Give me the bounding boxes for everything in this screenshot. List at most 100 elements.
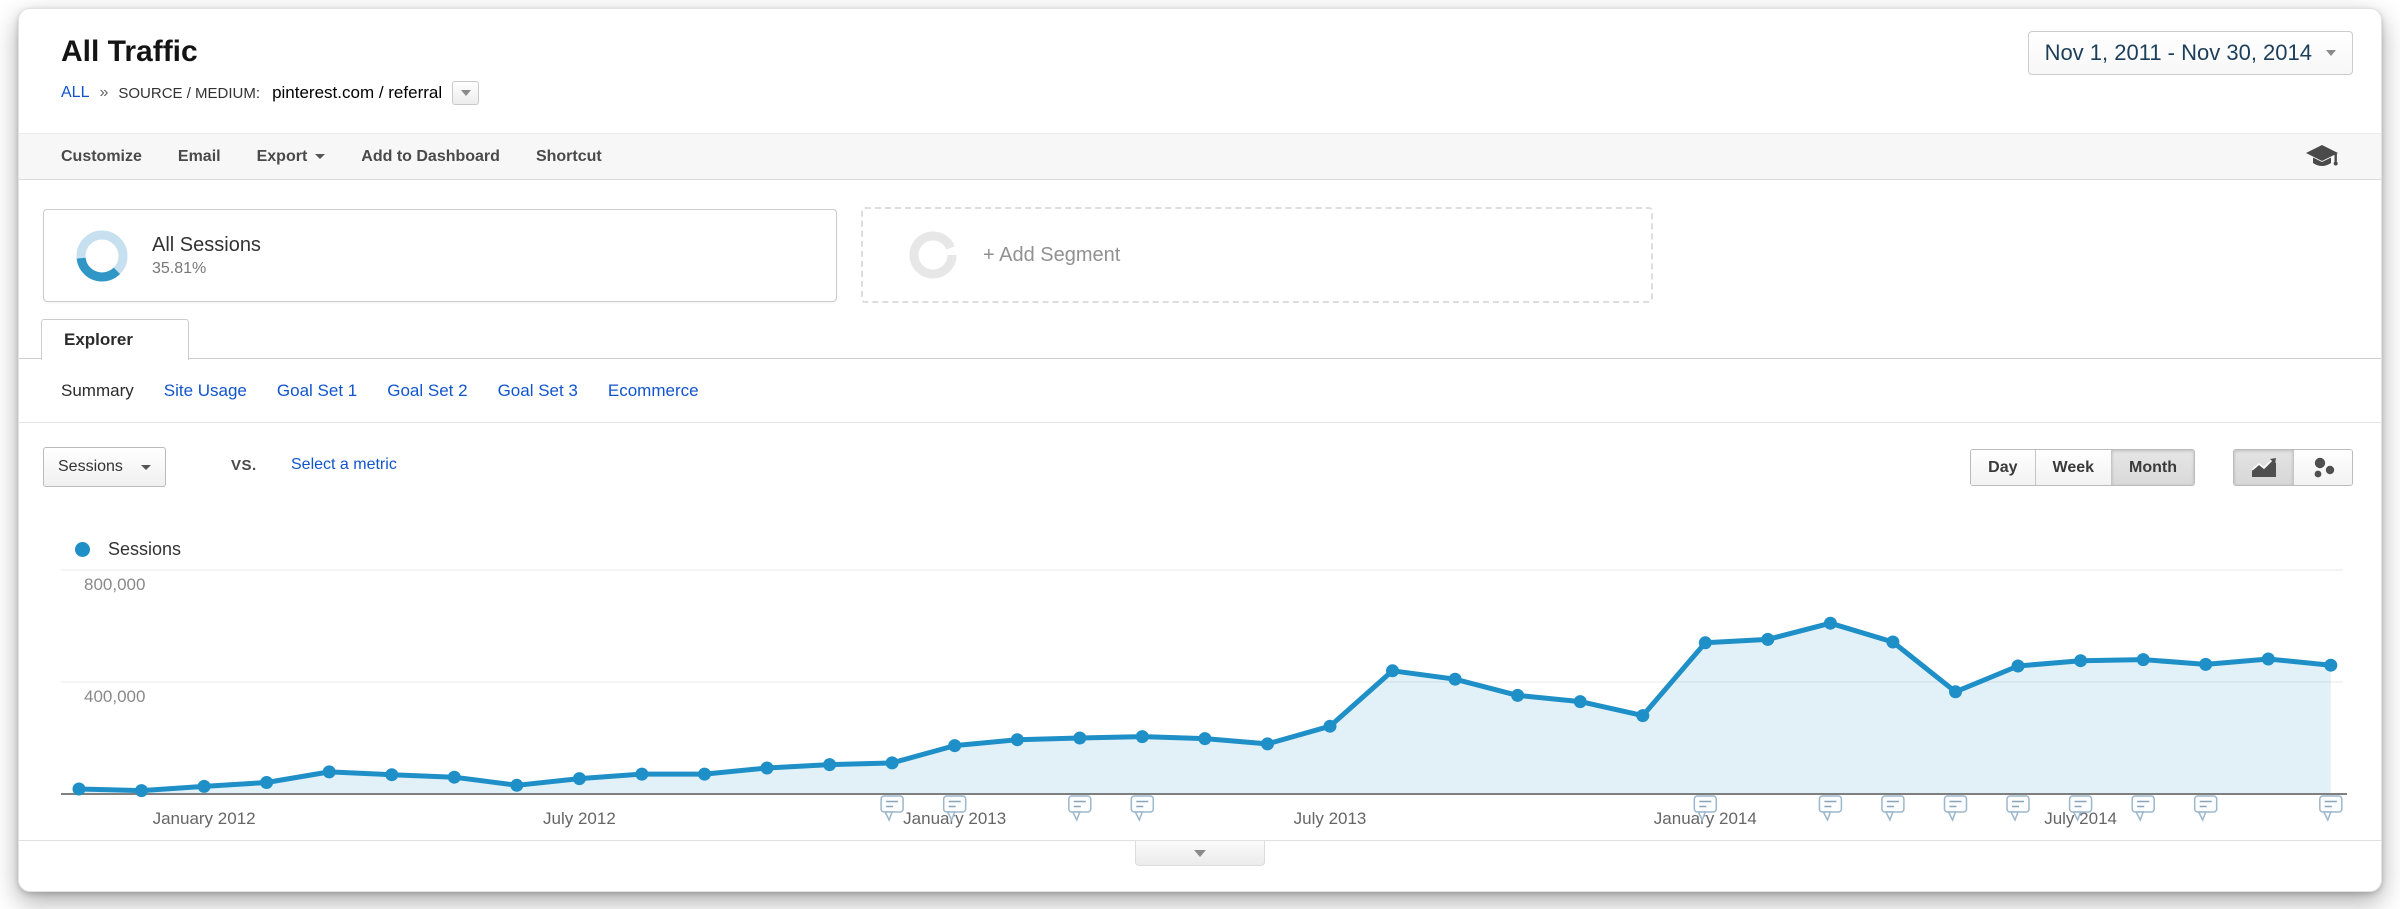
data-point[interactable]: [1261, 737, 1274, 751]
tab-explorer[interactable]: Explorer: [41, 319, 189, 360]
chevron-down-icon: [315, 154, 326, 159]
subnav-site-usage[interactable]: Site Usage: [163, 380, 247, 400]
granularity-day-button[interactable]: Day: [1971, 450, 2035, 485]
email-button[interactable]: Email: [177, 147, 221, 165]
data-point[interactable]: [1323, 719, 1337, 733]
page-title: All Traffic: [61, 35, 198, 68]
granularity-month-button[interactable]: Month: [2111, 450, 2194, 485]
breadcrumb-dimension-value: pinterest.com / referral: [272, 83, 443, 102]
data-point[interactable]: [760, 761, 774, 775]
add-to-dashboard-button[interactable]: Add to Dashboard: [361, 147, 500, 165]
subnav-goal-set-1[interactable]: Goal Set 1: [276, 380, 358, 400]
breadcrumb-dropdown-button[interactable]: [452, 81, 480, 105]
data-point[interactable]: [260, 776, 274, 789]
data-point[interactable]: [948, 739, 962, 753]
motion-chart-icon: [2314, 457, 2335, 477]
breadcrumb-dimension-label: SOURCE / MEDIUM:: [118, 84, 261, 102]
x-axis-label: January 2013: [903, 809, 1006, 828]
add-segment-slot[interactable]: + Add Segment: [861, 207, 1653, 303]
chart-legend: Sessions: [75, 539, 181, 560]
breadcrumb: ALL » SOURCE / MEDIUM: pinterest.com / r…: [61, 81, 480, 105]
granularity-week-button[interactable]: Week: [2034, 450, 2112, 485]
annotation-marker[interactable]: [1943, 795, 1968, 822]
export-button[interactable]: Export: [257, 148, 326, 166]
data-point[interactable]: [1573, 695, 1587, 709]
data-point[interactable]: [823, 758, 837, 772]
annotation-marker[interactable]: [1068, 795, 1092, 822]
data-point[interactable]: [1761, 632, 1775, 646]
select-metric-link[interactable]: Select a metric: [291, 456, 397, 473]
annotation-marker[interactable]: [880, 795, 904, 822]
granularity-toggle: Day Week Month: [1970, 449, 2195, 486]
data-point[interactable]: [72, 782, 86, 796]
sessions-chart: 800,000 400,000 January 2012 July 2012 Janua…: [61, 569, 2347, 828]
data-point[interactable]: [572, 772, 586, 786]
annotation-marker[interactable]: [2319, 795, 2343, 822]
annotation-marker[interactable]: [1881, 795, 1905, 822]
y-axis-label: 800,000: [84, 575, 145, 594]
data-point[interactable]: [2074, 654, 2088, 668]
data-point[interactable]: [1448, 672, 1462, 686]
data-point[interactable]: [197, 779, 211, 793]
data-point[interactable]: [2324, 658, 2338, 672]
chevron-down-icon: [2326, 50, 2336, 56]
data-point[interactable]: [1823, 616, 1837, 630]
data-point[interactable]: [1073, 731, 1087, 745]
collapse-annotations-button[interactable]: [1135, 841, 1265, 866]
annotation-marker[interactable]: [1818, 795, 1843, 822]
data-point[interactable]: [1010, 733, 1024, 747]
segment-name: All Sessions: [152, 233, 261, 256]
breadcrumb-all-link[interactable]: ALL: [61, 84, 90, 101]
analytics-report-window: All Traffic ALL » SOURCE / MEDIUM: pinte…: [18, 8, 2382, 892]
annotation-marker[interactable]: [942, 795, 967, 822]
data-point[interactable]: [322, 765, 336, 779]
date-range-text: Nov 1, 2011 - Nov 30, 2014: [2044, 40, 2312, 65]
x-axis-label: July 2013: [1294, 809, 1367, 828]
legend-label: Sessions: [108, 539, 182, 559]
data-point[interactable]: [698, 767, 711, 781]
data-point[interactable]: [1511, 688, 1525, 702]
date-range-selector[interactable]: Nov 1, 2011 - Nov 30, 2014: [2027, 31, 2353, 75]
subnav-goal-set-2[interactable]: Goal Set 2: [387, 380, 468, 400]
data-point[interactable]: [1198, 732, 1212, 746]
metric-dropdown[interactable]: Sessions: [43, 447, 166, 487]
segment-card-all-sessions[interactable]: All Sessions 35.81%: [43, 209, 837, 302]
data-point[interactable]: [135, 784, 148, 798]
data-point[interactable]: [1386, 664, 1399, 678]
tab-divider: [19, 358, 2381, 359]
data-point[interactable]: [2011, 659, 2025, 673]
data-point[interactable]: [385, 768, 399, 782]
y-axis-label: 400,000: [84, 687, 145, 706]
data-point[interactable]: [1636, 709, 1650, 723]
subnav-summary[interactable]: Summary: [61, 380, 134, 400]
subnav-ecommerce[interactable]: Ecommerce: [607, 380, 699, 400]
data-point[interactable]: [635, 767, 649, 781]
annotation-marker[interactable]: [2193, 795, 2218, 822]
data-point[interactable]: [1949, 685, 1962, 699]
line-chart-icon: [2250, 457, 2276, 477]
segment-donut-icon: [76, 230, 128, 281]
segment-percent: 35.81%: [152, 259, 207, 277]
data-point[interactable]: [1698, 636, 1712, 650]
annotation-marker[interactable]: [1130, 795, 1155, 822]
line-chart-button[interactable]: [2234, 450, 2293, 485]
data-point[interactable]: [2136, 653, 2150, 667]
data-point[interactable]: [1886, 635, 1900, 649]
data-point[interactable]: [447, 770, 461, 784]
sessions-area-fill: [79, 623, 2331, 794]
annotation-marker[interactable]: [2068, 795, 2093, 822]
data-point[interactable]: [2261, 652, 2275, 666]
data-point[interactable]: [885, 756, 899, 770]
data-point[interactable]: [510, 778, 524, 792]
motion-chart-button[interactable]: [2293, 450, 2352, 485]
subnav-goal-set-3[interactable]: Goal Set 3: [497, 380, 578, 400]
x-axis-label: July 2012: [543, 809, 616, 828]
annotation-marker[interactable]: [1693, 795, 1718, 822]
data-point[interactable]: [2199, 657, 2213, 671]
education-graduation-cap-icon[interactable]: [2305, 144, 2339, 170]
shortcut-button[interactable]: Shortcut: [535, 147, 602, 165]
customize-button[interactable]: Customize: [61, 147, 142, 165]
annotation-marker[interactable]: [2131, 795, 2155, 822]
data-point[interactable]: [1135, 730, 1149, 744]
annotation-marker[interactable]: [2006, 795, 2030, 822]
